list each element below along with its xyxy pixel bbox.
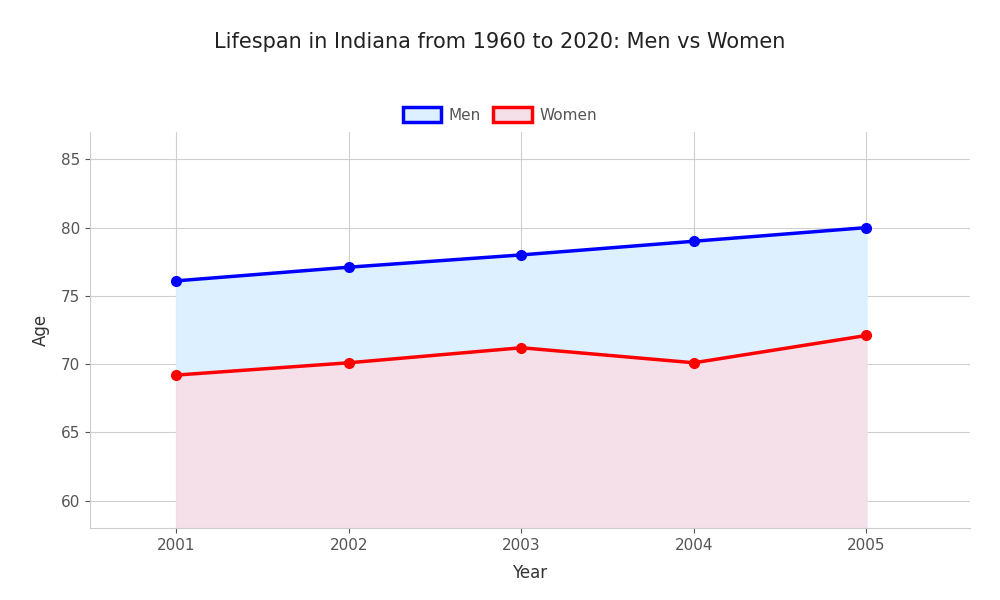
Text: Lifespan in Indiana from 1960 to 2020: Men vs Women: Lifespan in Indiana from 1960 to 2020: M… (214, 32, 786, 52)
Legend: Men, Women: Men, Women (397, 101, 603, 129)
Y-axis label: Age: Age (32, 314, 50, 346)
X-axis label: Year: Year (512, 564, 548, 582)
